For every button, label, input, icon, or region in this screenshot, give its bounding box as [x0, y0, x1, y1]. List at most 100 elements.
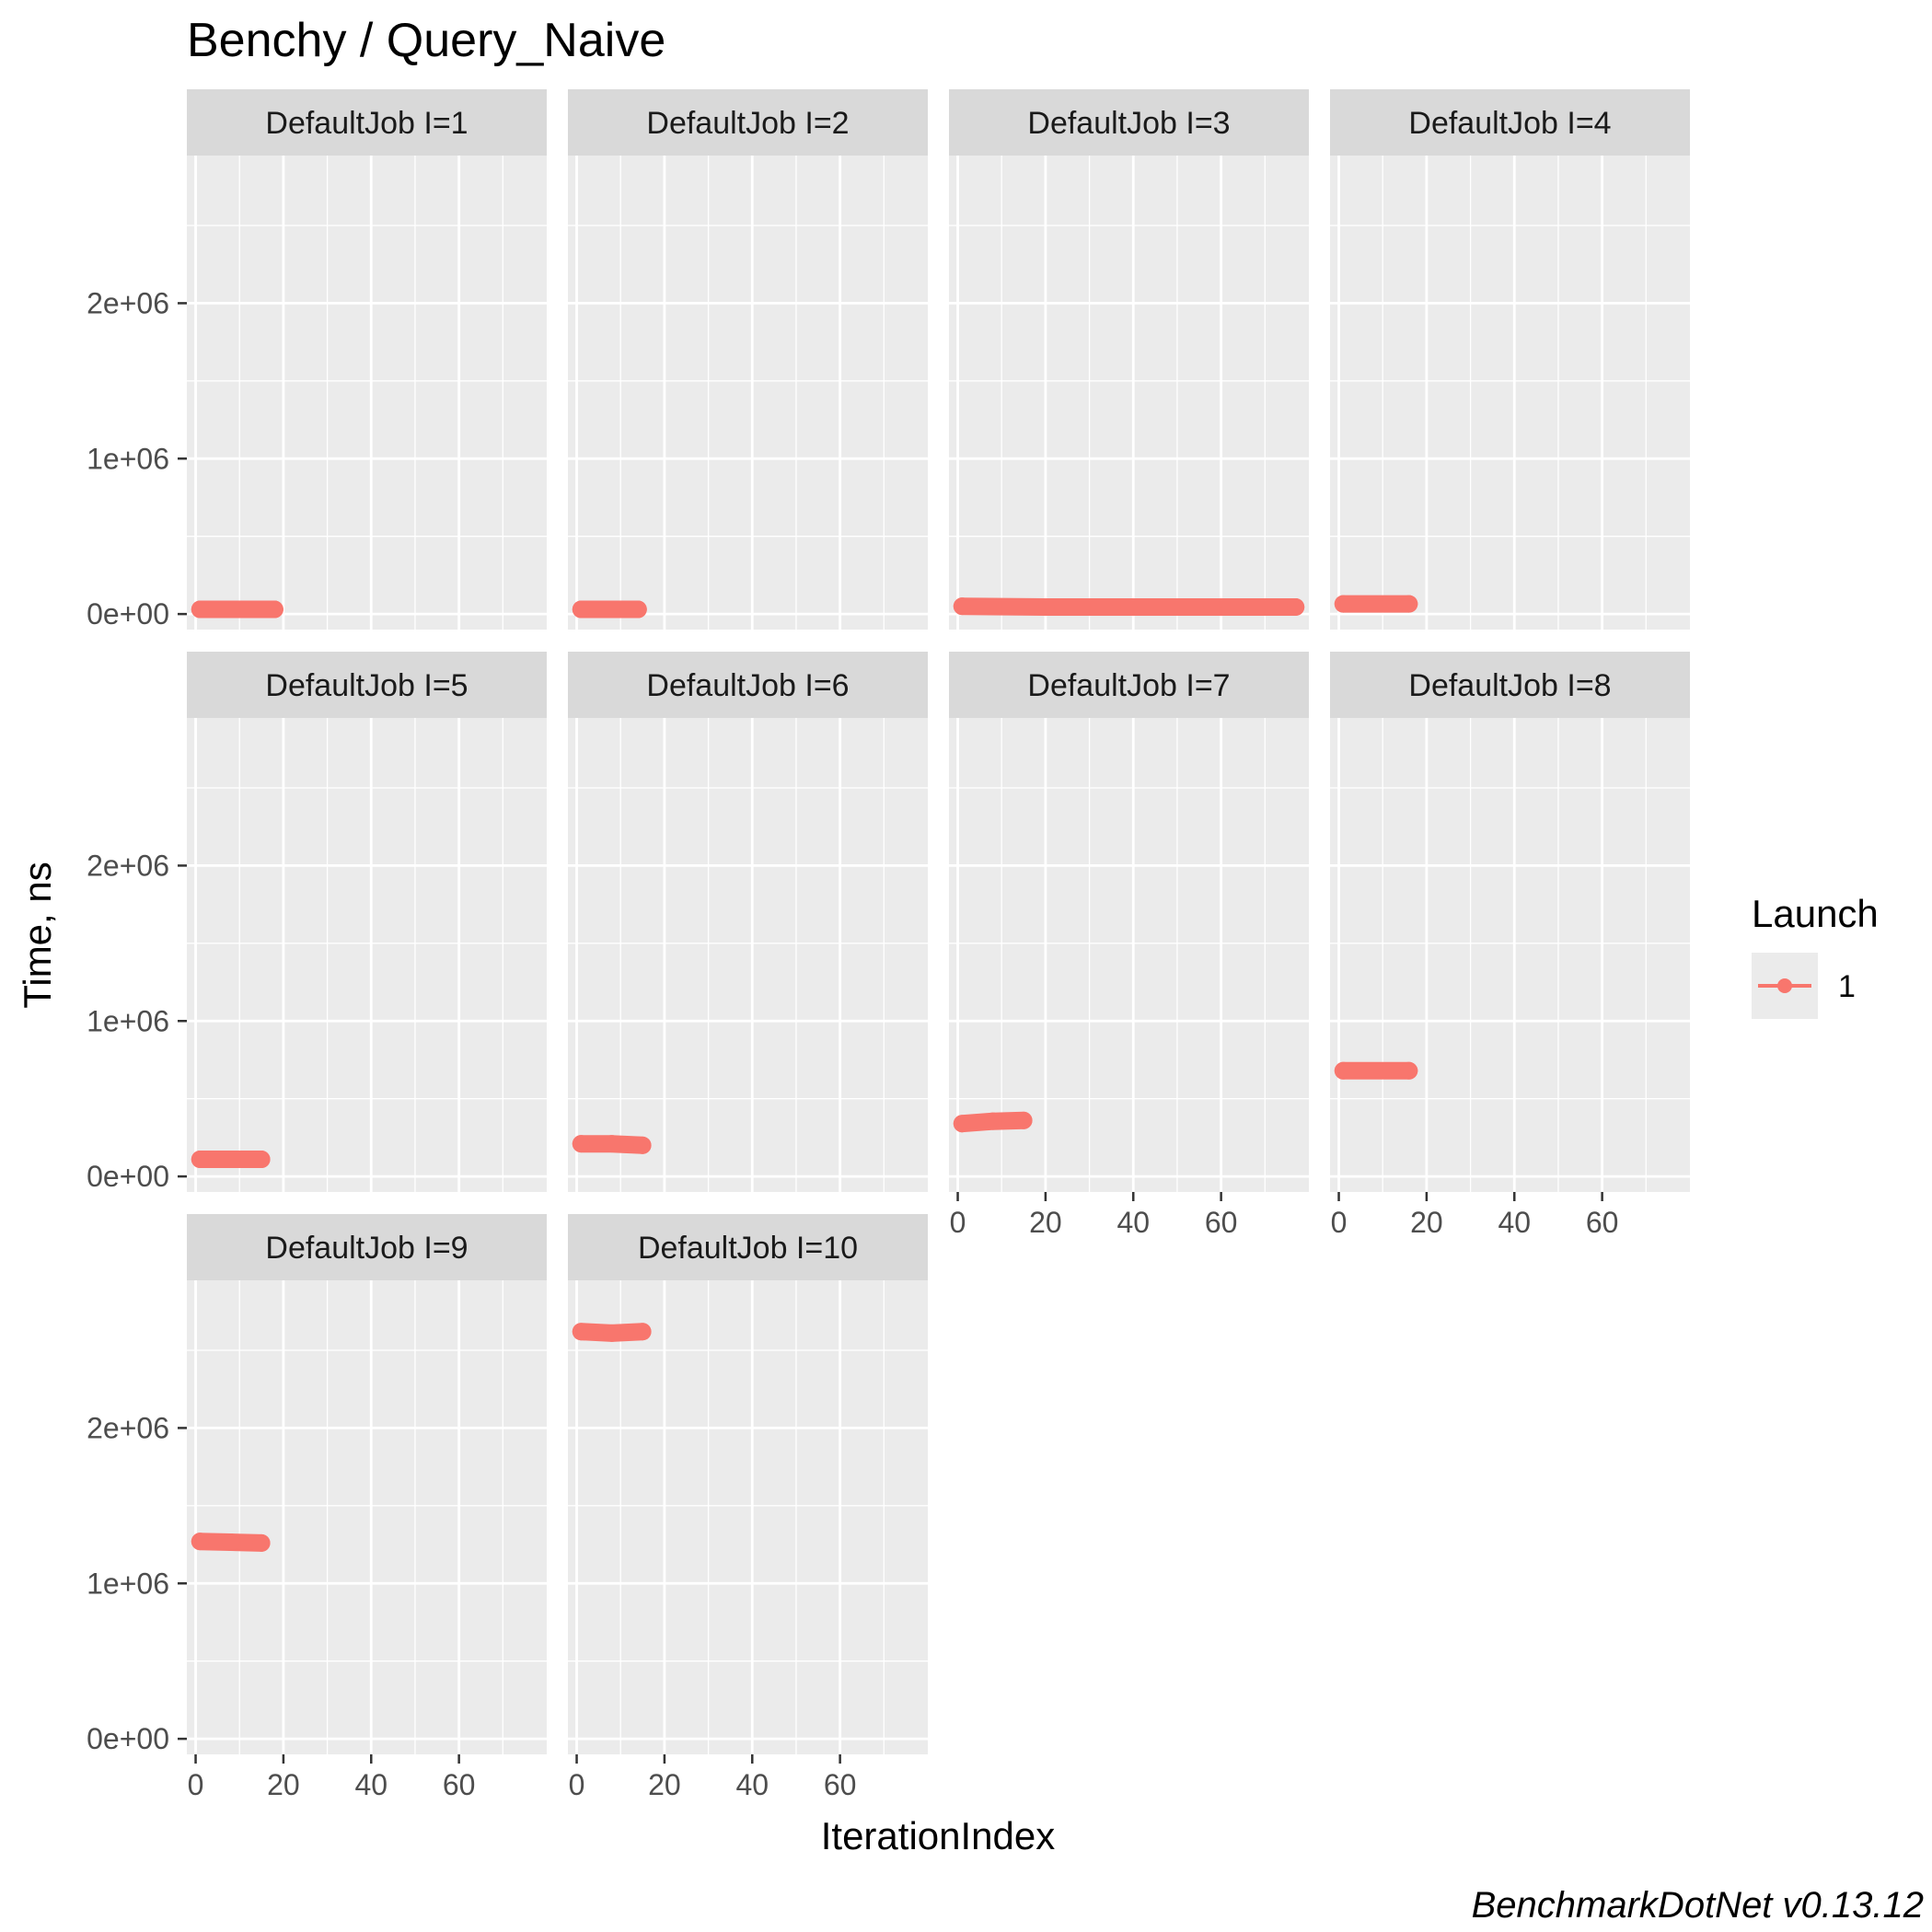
data-point — [222, 1533, 240, 1552]
data-point — [603, 1135, 621, 1153]
data-point — [191, 600, 209, 619]
data-point — [572, 1135, 590, 1153]
facet-strip — [949, 652, 1309, 718]
panel-background — [187, 156, 547, 630]
y-axis-title: Time, ns — [16, 862, 59, 1008]
data-point — [603, 1324, 621, 1342]
x-tick-label: 40 — [735, 1768, 769, 1801]
y-tick-label: 0e+00 — [87, 597, 169, 631]
x-tick-label: 0 — [188, 1768, 204, 1801]
panel-background — [568, 718, 928, 1192]
data-point — [191, 1533, 209, 1551]
y-tick-label: 2e+06 — [87, 286, 169, 319]
panel-background — [187, 1280, 547, 1754]
facet-panel: DefaultJob I=8 — [1330, 652, 1690, 1192]
y-tick-label: 1e+06 — [87, 1567, 169, 1600]
data-point — [1036, 598, 1055, 617]
legend: Launch 1 — [1752, 892, 1879, 1019]
data-point — [633, 1323, 652, 1341]
facet-strip — [949, 89, 1309, 156]
panel-background — [568, 1280, 928, 1754]
panel-background — [187, 718, 547, 1192]
data-point — [953, 597, 971, 616]
panel-background — [1330, 718, 1690, 1192]
caption: BenchmarkDotNet v0.13.12 — [1472, 1885, 1924, 1926]
x-tick-label: 40 — [1116, 1206, 1150, 1239]
facet-strip-label: DefaultJob I=2 — [646, 106, 849, 141]
x-tick-label: 40 — [354, 1768, 388, 1801]
facet-strip-label: DefaultJob I=9 — [265, 1231, 468, 1266]
y-axes: 0e+00 1e+06 2e+06 0e+00 1e+06 2e+06 0e+00 1e+06… — [87, 286, 187, 1755]
facet-strip-label: DefaultJob I=5 — [265, 668, 468, 703]
facet-strip — [568, 89, 928, 156]
panel-background — [949, 156, 1309, 630]
x-tick-label: 60 — [824, 1768, 857, 1801]
data-point — [633, 1136, 652, 1154]
x-tick-label: 20 — [267, 1768, 300, 1801]
facet-strip — [187, 1214, 547, 1280]
facet-strip — [568, 652, 928, 718]
facet-strip-label: DefaultJob I=4 — [1408, 106, 1611, 141]
panel-background — [568, 156, 928, 630]
facet-strip-label: DefaultJob I=7 — [1027, 668, 1230, 703]
facet-panel: DefaultJob I=3 — [949, 89, 1309, 630]
facet-strip-label: DefaultJob I=8 — [1408, 668, 1611, 703]
x-tick-label: 20 — [648, 1768, 681, 1801]
facet-panel: DefaultJob I=10 — [568, 1214, 928, 1754]
y-tick-label: 0e+00 — [87, 1160, 169, 1193]
x-tick-label: 20 — [1410, 1206, 1443, 1239]
panel-background — [1330, 156, 1690, 630]
x-tick-label: 60 — [1586, 1206, 1619, 1239]
data-point — [1203, 598, 1221, 617]
facet-strip-label: DefaultJob I=3 — [1027, 106, 1230, 141]
y-tick-label: 1e+06 — [87, 442, 169, 475]
facet-strip — [1330, 652, 1690, 718]
facet-panel: DefaultJob I=4 — [1330, 89, 1690, 630]
facet-strip — [1330, 89, 1690, 156]
data-point — [252, 1151, 271, 1169]
data-point — [252, 1533, 271, 1552]
y-tick-label: 2e+06 — [87, 849, 169, 882]
x-tick-label: 0 — [950, 1206, 966, 1239]
data-point — [984, 1112, 1002, 1130]
facet-strip-label: DefaultJob I=1 — [265, 106, 468, 141]
legend-entry-label: 1 — [1838, 969, 1856, 1004]
facet-strip — [187, 652, 547, 718]
facet-strip-label: DefaultJob I=6 — [646, 668, 849, 703]
data-point — [1400, 595, 1418, 613]
x-tick-label: 60 — [1205, 1206, 1238, 1239]
facet-panel: DefaultJob I=9 — [187, 1214, 547, 1754]
legend-title: Launch — [1752, 892, 1879, 935]
y-tick-label: 2e+06 — [87, 1411, 169, 1444]
data-point — [1287, 598, 1305, 617]
facet-strip-label: DefaultJob I=10 — [638, 1231, 858, 1266]
y-tick-label: 1e+06 — [87, 1004, 169, 1037]
x-tick-label: 20 — [1029, 1206, 1062, 1239]
data-point — [1014, 1111, 1033, 1129]
facet-panel: DefaultJob I=7 — [949, 652, 1309, 1192]
legend-key-point — [1777, 978, 1792, 993]
data-point — [1400, 1061, 1418, 1080]
data-point — [572, 600, 590, 619]
facet-panels: DefaultJob I=1 DefaultJob I=2 DefaultJob I… — [187, 89, 1690, 1754]
facet-panel: DefaultJob I=2 — [568, 89, 928, 630]
x-tick-label: 0 — [1331, 1206, 1348, 1239]
y-tick-label: 0e+00 — [87, 1722, 169, 1755]
x-tick-label: 60 — [443, 1768, 476, 1801]
facet-panel: DefaultJob I=5 — [187, 652, 547, 1192]
facet-strip — [187, 89, 547, 156]
x-axis-title: IterationIndex — [821, 1814, 1056, 1857]
x-tick-label: 0 — [569, 1768, 585, 1801]
data-point — [1120, 598, 1138, 617]
data-point — [629, 600, 647, 619]
facet-panel: DefaultJob I=1 — [187, 89, 547, 630]
data-point — [1334, 595, 1352, 613]
facet-panel: DefaultJob I=6 — [568, 652, 928, 1192]
x-axes: 0 20 40 60 0 20 40 60 0 20 40 60 0 20 40 60 — [188, 1192, 1619, 1801]
data-point — [265, 600, 283, 619]
data-point — [572, 1323, 590, 1341]
facet-strip — [568, 1214, 928, 1280]
data-point — [953, 1115, 971, 1133]
chart-title: Benchy / Query_Naive — [187, 14, 665, 67]
